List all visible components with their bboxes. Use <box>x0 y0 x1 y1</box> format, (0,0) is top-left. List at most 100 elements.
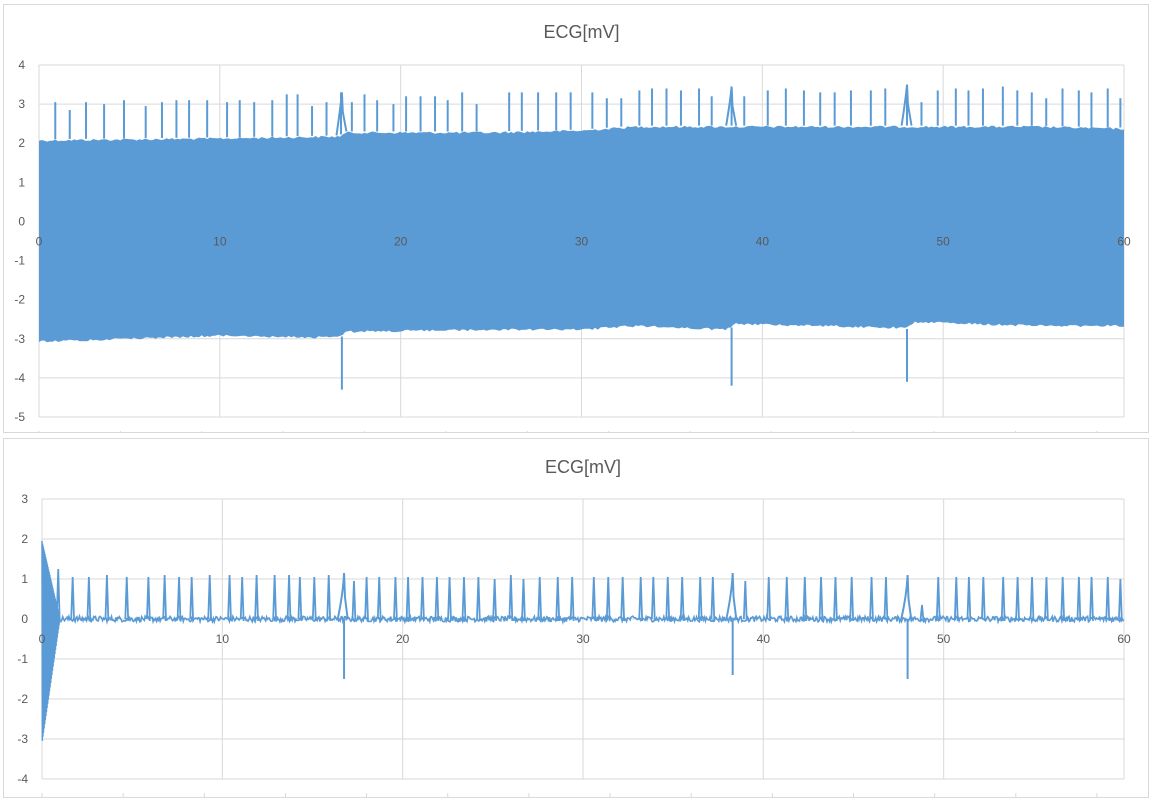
r-peak <box>521 578 526 622</box>
x-tick-label: 0 <box>39 632 46 646</box>
r-peak <box>966 576 972 622</box>
y-tick-label: -4 <box>17 772 28 786</box>
y-tick-label: 4 <box>18 58 25 72</box>
r-peak <box>104 574 110 622</box>
r-peak <box>1015 576 1020 622</box>
x-tick-label: 50 <box>936 234 950 248</box>
r-peak <box>697 576 703 622</box>
r-peak <box>297 576 303 622</box>
r-peak <box>935 576 941 622</box>
event-upper <box>725 572 738 620</box>
r-peak <box>393 576 398 622</box>
event-upper <box>336 572 349 620</box>
x-tick-label: 60 <box>1117 234 1131 248</box>
ecg-chart-filtered: ECG[mV] 3 2 1 0 -1 -2 -3 -4 0 10 20 30 40 50 60 <box>3 438 1149 798</box>
event-upper <box>725 86 738 126</box>
r-peak <box>620 576 626 622</box>
r-peak <box>919 604 925 622</box>
r-peak <box>162 574 167 622</box>
event-upper <box>900 84 913 126</box>
r-peak <box>326 574 332 622</box>
r-peak <box>311 576 317 622</box>
y-tick-label: -5 <box>14 410 25 424</box>
r-peak <box>364 576 369 622</box>
r-peak <box>55 568 61 622</box>
x-tick-label: 10 <box>213 234 227 248</box>
x-tick-label: 10 <box>216 632 230 646</box>
y-tick-label: 2 <box>21 532 28 546</box>
r-peak <box>784 576 790 622</box>
r-peak <box>665 576 671 622</box>
r-peak <box>638 576 644 622</box>
r-peak <box>1029 576 1035 622</box>
r-peak <box>1105 576 1111 622</box>
r-peak <box>849 576 855 622</box>
r-peak <box>70 576 75 622</box>
r-peak <box>650 576 656 622</box>
r-peak <box>447 576 452 622</box>
r-peak <box>555 576 561 622</box>
r-peak <box>227 574 232 622</box>
r-peak <box>239 576 245 622</box>
r-peak <box>710 576 716 622</box>
r-peak <box>1000 576 1006 622</box>
r-peak <box>1060 576 1066 622</box>
r-peak <box>980 576 986 622</box>
r-peak <box>818 576 824 622</box>
event-upper <box>335 92 348 136</box>
r-peak <box>189 576 195 622</box>
r-peak <box>124 576 130 622</box>
r-peak <box>420 576 425 622</box>
r-peak <box>591 576 597 622</box>
r-peak <box>207 574 213 622</box>
x-tick-label: 40 <box>757 632 771 646</box>
chart-title: ECG[mV] <box>543 22 619 42</box>
r-peak <box>405 576 411 622</box>
r-peak <box>569 576 575 622</box>
y-tick-label: 1 <box>21 572 28 586</box>
r-peak <box>434 576 440 622</box>
r-peak <box>508 574 514 622</box>
y-tick-label: -2 <box>14 293 25 307</box>
ecg-chart-raw: ECG[mV] 4 3 2 1 0 -1 -2 -3 -4 -5 0 10 20 30 40 50 60 <box>3 4 1149 433</box>
y-tick-label: 2 <box>18 136 25 150</box>
y-tick-label: 0 <box>18 214 25 228</box>
r-peak <box>1076 576 1082 622</box>
chart-title: ECG[mV] <box>545 457 621 477</box>
y-tick-label: 3 <box>21 492 28 506</box>
r-peak <box>146 576 151 622</box>
r-peak <box>461 576 467 622</box>
r-peak <box>766 576 772 622</box>
x-tick-label: 20 <box>394 234 408 248</box>
r-peak <box>492 578 497 622</box>
y-tick-label: -3 <box>17 732 28 746</box>
signal-band <box>39 125 1124 343</box>
r-peak <box>286 574 292 622</box>
x-tick-label: 50 <box>937 632 951 646</box>
r-peak <box>869 576 874 622</box>
y-tick-label: -3 <box>14 332 25 346</box>
r-peak <box>883 576 889 622</box>
r-peak <box>476 576 481 622</box>
r-peak <box>1089 576 1094 622</box>
r-peak <box>1044 576 1049 622</box>
r-peak <box>537 576 543 622</box>
x-tick-label: 30 <box>575 234 589 248</box>
y-tick-label: -1 <box>17 652 28 666</box>
y-tick-label: -1 <box>14 254 25 268</box>
y-tick-label: 1 <box>18 175 25 189</box>
r-peak <box>605 576 611 622</box>
r-peak <box>351 580 357 622</box>
event-upper <box>900 574 913 620</box>
y-tick-label: -2 <box>17 692 28 706</box>
y-tick-label: 0 <box>21 612 28 626</box>
x-tick-label: 30 <box>576 632 590 646</box>
r-peak <box>802 576 808 622</box>
x-tick-label: 0 <box>36 234 43 248</box>
r-peak <box>86 576 92 622</box>
y-tick-label: 3 <box>18 97 25 111</box>
